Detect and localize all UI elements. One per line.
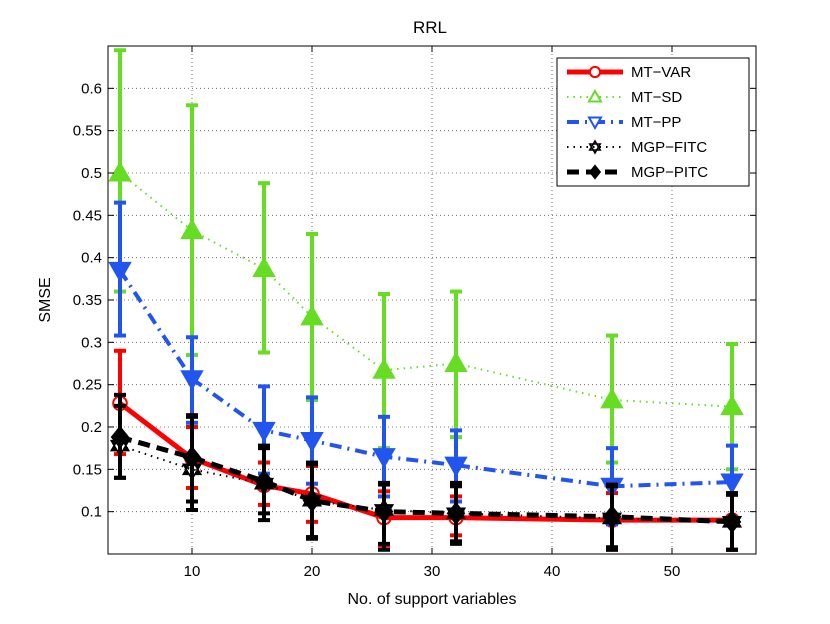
series-2-point-4: [372, 448, 396, 469]
series-4-point-3: [302, 489, 322, 513]
x-tick-label-4: 50: [664, 563, 681, 580]
legend-marker-1: [587, 88, 603, 103]
series-1-point-1: [180, 218, 204, 240]
legend-marker-0: [588, 65, 602, 79]
series-1-point-7: [720, 394, 744, 416]
legend: MT−VAR MT−SD MT−PP MGP−FITC MGP−PITC: [556, 57, 750, 187]
legend-marker-2: [587, 116, 603, 131]
y-tick-label-9: 0.55: [73, 123, 102, 140]
x-axis-label: No. of support variables: [348, 591, 517, 608]
legend-label-0: MT−VAR: [631, 64, 691, 81]
y-tick-label-1: 0.15: [73, 461, 102, 478]
legend-marker-3: [588, 139, 602, 155]
series-2-point-7: [720, 473, 744, 495]
series-1-line: [119, 172, 733, 408]
legend-label-4: MGP−PITC: [631, 164, 708, 181]
legend-label-2: MT−PP: [631, 114, 681, 131]
legend-box: [556, 57, 750, 187]
y-tick-label-2: 0.2: [81, 419, 102, 436]
series-1-point-2: [252, 256, 276, 278]
series-1-point-5: [444, 351, 468, 372]
chart-title: RRL: [413, 18, 447, 37]
series-2-point-2: [252, 421, 276, 443]
series-4-point-4: [374, 500, 394, 524]
x-tick-label-2: 30: [424, 563, 441, 580]
x-tick-label-0: 10: [184, 563, 201, 580]
series-2-line: [118, 269, 733, 489]
series-4-point-0: [110, 425, 130, 449]
y-tick-label-10: 0.6: [81, 80, 102, 97]
series-1-point-4: [372, 358, 396, 379]
x-tick-label-1: 20: [304, 563, 321, 580]
axes: 10 20 30 40 50 0.1 0.15 0.2 0.25 0.3 0.35 0.4 0.45 0.…: [73, 46, 756, 580]
series-2: [108, 200, 744, 527]
series-4-line: [119, 434, 733, 525]
series-2-point-0: [108, 261, 132, 283]
y-tick-label-5: 0.35: [73, 292, 102, 309]
series-layer: [108, 48, 744, 552]
y-tick-label-8: 0.5: [81, 165, 102, 182]
y-tick-label-4: 0.3: [81, 334, 102, 351]
series-2-point-1: [180, 370, 204, 391]
y-tick-label-0: 0.1: [81, 504, 102, 521]
series-4-point-1: [182, 445, 202, 470]
series-4-point-7: [722, 510, 742, 534]
series-1-point-6: [600, 387, 624, 409]
series-4-point-2: [254, 469, 274, 493]
series-2-point-5: [444, 456, 468, 478]
series-4-point-6: [602, 505, 622, 529]
series-1-point-0: [108, 160, 132, 182]
y-tick-label-3: 0.25: [73, 377, 102, 394]
series-4: [110, 392, 742, 552]
legend-label-1: MT−SD: [631, 89, 682, 106]
y-axis-label: SMSE: [37, 277, 54, 322]
x-tick-label-3: 40: [544, 563, 561, 580]
y-tick-label-6: 0.4: [81, 250, 102, 267]
y-tick-label-7: 0.45: [73, 207, 102, 224]
series-1-point-3: [300, 304, 324, 326]
series-2-point-3: [300, 432, 324, 453]
legend-label-3: MGP−FITC: [631, 139, 707, 156]
legend-marker-4: [588, 164, 602, 180]
series-4-point-5: [446, 501, 466, 525]
